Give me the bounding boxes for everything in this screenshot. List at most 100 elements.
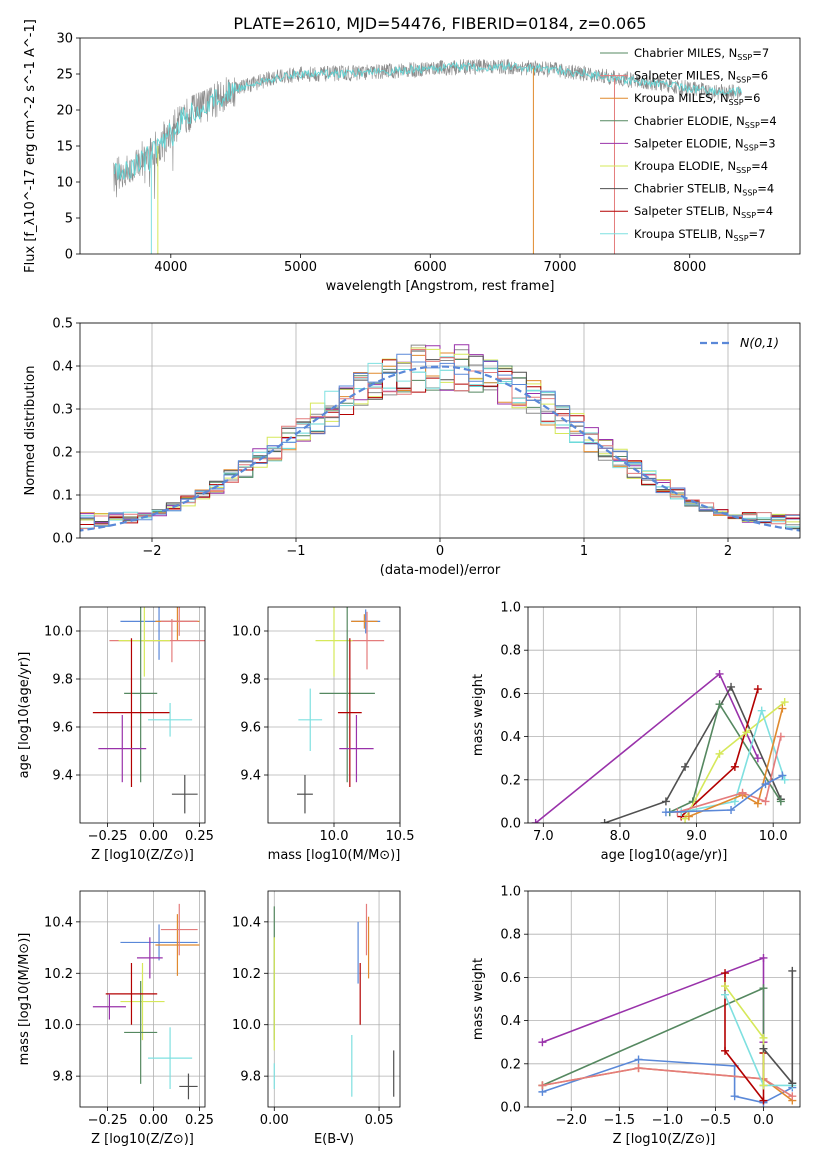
legend-label: Chabrier STELIB, NSSP=4 bbox=[634, 182, 774, 198]
y-tick-label: 9.4 bbox=[52, 769, 73, 784]
weight-point-marker bbox=[531, 819, 540, 823]
x-tick-label: 7000 bbox=[543, 260, 576, 275]
x-axis-label: age [log10(age/yr)] bbox=[601, 848, 728, 863]
weight-point-marker bbox=[759, 1081, 768, 1090]
y-tick-label: 10.0 bbox=[44, 625, 73, 640]
weight-series-line bbox=[684, 701, 786, 820]
x-tick-label: 6000 bbox=[414, 260, 447, 275]
legend-label: Chabrier MILES, NSSP=7 bbox=[634, 46, 769, 62]
weight-point-marker bbox=[634, 1064, 643, 1073]
x-tick-label: −1.0 bbox=[652, 1113, 684, 1128]
legend-label-prefix: Salpeter MILES, N bbox=[634, 69, 736, 83]
y-tick-label: 0 bbox=[65, 248, 73, 263]
x-tick-label: 0.00 bbox=[139, 829, 168, 844]
axes-frame bbox=[527, 890, 801, 1108]
weight-point-marker bbox=[634, 1055, 643, 1064]
x-tick-label: 7.0 bbox=[533, 829, 554, 844]
x-tick-label: 0.00 bbox=[260, 1113, 289, 1128]
y-tick-label: 0.1 bbox=[52, 489, 73, 504]
weight-point-marker bbox=[681, 762, 690, 771]
x-tick-label: −2.0 bbox=[555, 1113, 587, 1128]
x-axis-label: Z [log10(Z/Z⊙)] bbox=[91, 1132, 194, 1147]
legend-label-suffix: =6 bbox=[744, 91, 761, 105]
x-tick-label: 1 bbox=[580, 544, 588, 559]
y-tick-label: 9.8 bbox=[240, 673, 261, 688]
panel-mass_vs_EBV: 0.00 0.05 9.8 10.0 10.2 10.4 E(B-V) bbox=[232, 890, 401, 1147]
weight-point-marker bbox=[721, 982, 730, 991]
weight-point-marker bbox=[759, 984, 768, 993]
x-tick-label: 2 bbox=[724, 544, 732, 559]
legend-label-suffix: =7 bbox=[749, 227, 766, 241]
panel-weight_vs_age: 7.0 8.0 9.0 10.0 0.0 0.2 0.4 0.6 0.8 1.0 age [log1… bbox=[471, 601, 801, 863]
weight-point-marker bbox=[715, 669, 724, 678]
legend-label-subscript: SSP bbox=[737, 53, 752, 62]
legend-label-suffix: =6 bbox=[751, 69, 768, 83]
y-tick-label: 0.8 bbox=[500, 644, 521, 659]
weight-point-marker bbox=[761, 797, 770, 806]
weight-series-line bbox=[542, 1058, 793, 1104]
legend-label-subscript: SSP bbox=[734, 234, 749, 243]
legend-label-prefix: Kroupa MILES, N bbox=[634, 91, 729, 105]
weight-point-marker bbox=[776, 797, 785, 806]
x-axis-label: mass [log10(M/M⊙)] bbox=[268, 848, 401, 863]
y-tick-label: 10.4 bbox=[232, 915, 261, 930]
y-tick-label: 9.8 bbox=[52, 1070, 73, 1085]
weight-point-marker bbox=[730, 762, 739, 771]
plot-area bbox=[531, 669, 789, 823]
weight-point-marker bbox=[761, 780, 770, 789]
legend-label-suffix: =4 bbox=[757, 182, 774, 196]
weight-point-marker bbox=[727, 682, 736, 691]
weight-series-line bbox=[688, 708, 784, 818]
weight-point-marker bbox=[661, 808, 670, 817]
y-tick-label: 10.0 bbox=[232, 625, 261, 640]
y-tick-label: 0.6 bbox=[500, 971, 521, 986]
legend-label-suffix: =4 bbox=[756, 204, 773, 218]
y-axis-label: age [log10(age/yr)] bbox=[17, 652, 32, 779]
y-tick-label: 0.4 bbox=[500, 1014, 521, 1029]
weight-point-marker bbox=[788, 1092, 797, 1101]
x-tick-label: 10.0 bbox=[320, 829, 349, 844]
y-tick-label: 10.0 bbox=[44, 1018, 73, 1033]
legend-label-subscript: SSP bbox=[741, 211, 756, 220]
legend-label-subscript: SSP bbox=[736, 76, 751, 85]
x-axis-label: Z [log10(Z/Z⊙)] bbox=[613, 1132, 716, 1147]
y-axis-label: Normed distribution bbox=[23, 366, 38, 496]
legend-label: N(0,1) bbox=[740, 335, 779, 350]
spectrum-data-line bbox=[113, 58, 742, 199]
y-tick-label: 9.8 bbox=[52, 673, 73, 688]
y-tick-label: 0.5 bbox=[52, 317, 73, 332]
y-tick-label: 1.0 bbox=[500, 601, 521, 616]
weight-point-marker bbox=[753, 754, 762, 763]
y-tick-label: 0.0 bbox=[500, 817, 521, 832]
legend-label: Kroupa ELODIE, NSSP=4 bbox=[634, 159, 768, 175]
panel-residuals: −2 −1 0 1 2 0.0 0.1 0.2 0.3 0.4 0.5 (data-model)/er… bbox=[23, 317, 801, 578]
weight-point-marker bbox=[661, 797, 670, 806]
y-tick-label: 10.0 bbox=[232, 1018, 261, 1033]
y-tick-label: 10 bbox=[56, 176, 73, 191]
plot-area bbox=[538, 953, 797, 1107]
residual-legend: N(0,1) bbox=[700, 335, 779, 350]
weight-point-marker bbox=[727, 806, 736, 815]
axes-frame bbox=[267, 890, 401, 1108]
axes-frame bbox=[79, 606, 206, 824]
weight-point-marker bbox=[738, 788, 747, 797]
plot-area bbox=[92, 903, 200, 1100]
axes-frame bbox=[79, 37, 801, 255]
plot-area bbox=[113, 58, 742, 254]
y-tick-label: 0.2 bbox=[500, 773, 521, 788]
x-tick-label: −0.25 bbox=[88, 829, 128, 844]
plot-area bbox=[92, 607, 205, 814]
x-tick-label: 4000 bbox=[154, 260, 187, 275]
y-axis-label: mass weight bbox=[471, 958, 486, 1040]
axes-frame bbox=[79, 322, 801, 539]
y-tick-label: 5 bbox=[65, 212, 73, 227]
weight-series-line bbox=[724, 973, 765, 1103]
legend-label: Salpeter MILES, NSSP=6 bbox=[634, 69, 768, 85]
weight-point-marker bbox=[600, 819, 609, 823]
legend-label-suffix: =3 bbox=[759, 136, 776, 150]
y-axis-label: mass [log10(M/M⊙)] bbox=[17, 933, 32, 1066]
x-tick-label: 0.25 bbox=[185, 1113, 214, 1128]
x-tick-label: 8.0 bbox=[610, 829, 631, 844]
